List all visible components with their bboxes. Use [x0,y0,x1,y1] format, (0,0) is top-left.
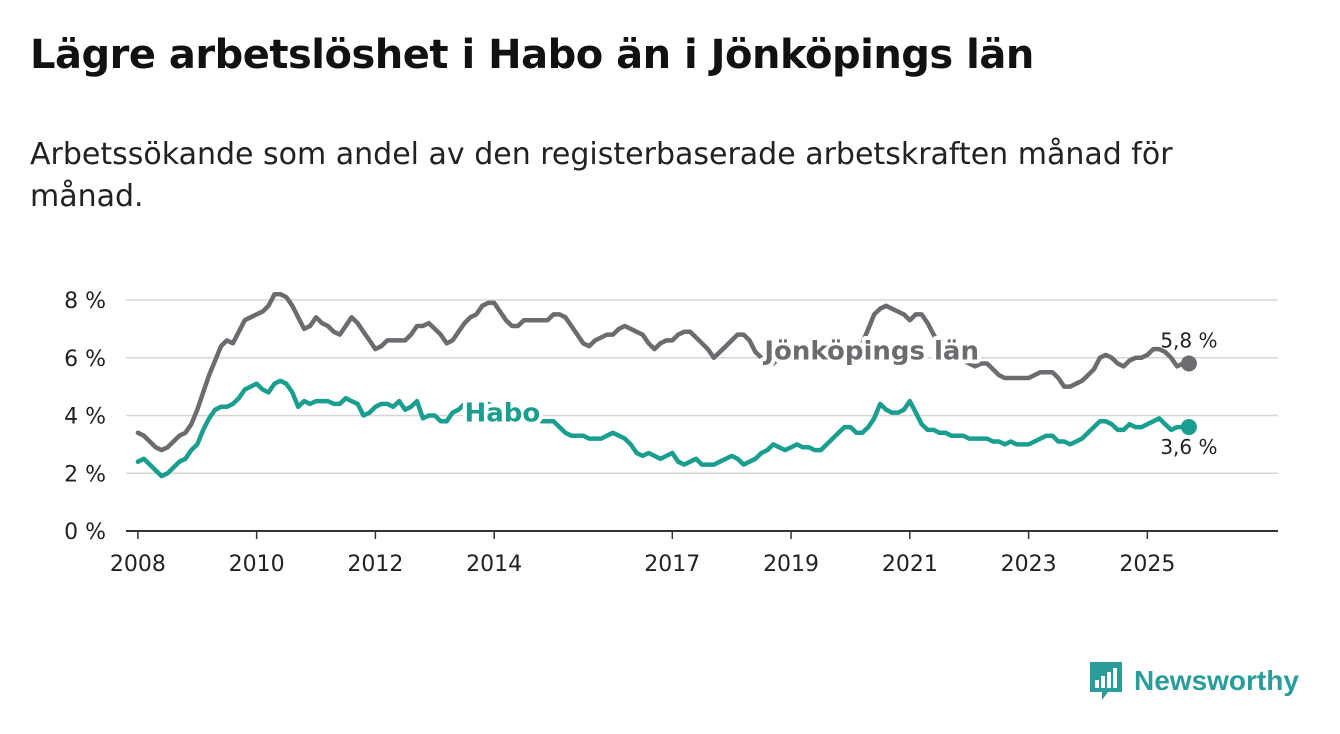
series-end-dot [1180,419,1197,436]
series-label-jonkopings-lan: Jönköpings län [762,337,979,367]
x-tick-label: 2021 [882,552,938,577]
y-tick-label: 8 % [64,289,106,314]
x-tick-label: 2025 [1119,552,1175,577]
y-tick-label: 0 % [64,520,106,545]
y-tick-label: 6 % [64,347,106,372]
y-tick-label: 2 % [64,462,106,487]
x-tick-label: 2023 [1001,552,1057,577]
x-tick-label: 2014 [466,552,522,577]
chart-subtitle: Arbetssökande som andel av den registerb… [30,137,1173,214]
series-end-label: 5,8 % [1160,329,1217,353]
series-line-habo [135,378,1192,479]
x-tick-label: 2019 [763,552,819,577]
y-tick-label: 4 % [64,405,106,430]
x-tick-label: 2010 [229,552,285,577]
x-tick-label: 2017 [644,552,700,577]
series-end-dot [1180,355,1197,372]
brand-name: Newsworthy [1134,665,1299,696]
x-tick-label: 2008 [110,552,166,577]
series-label-habo: Habo [464,399,540,429]
x-tick-label: 2012 [347,552,403,577]
series-line-jonkopings-lan [135,291,1192,453]
brand-logo: Newsworthy [1088,660,1299,702]
series-end-label: 3,6 % [1160,435,1217,459]
chart-title: Lägre arbetslöshet i Habo än i Jönköping… [30,32,1034,78]
newsworthy-logo-icon [1090,662,1122,700]
